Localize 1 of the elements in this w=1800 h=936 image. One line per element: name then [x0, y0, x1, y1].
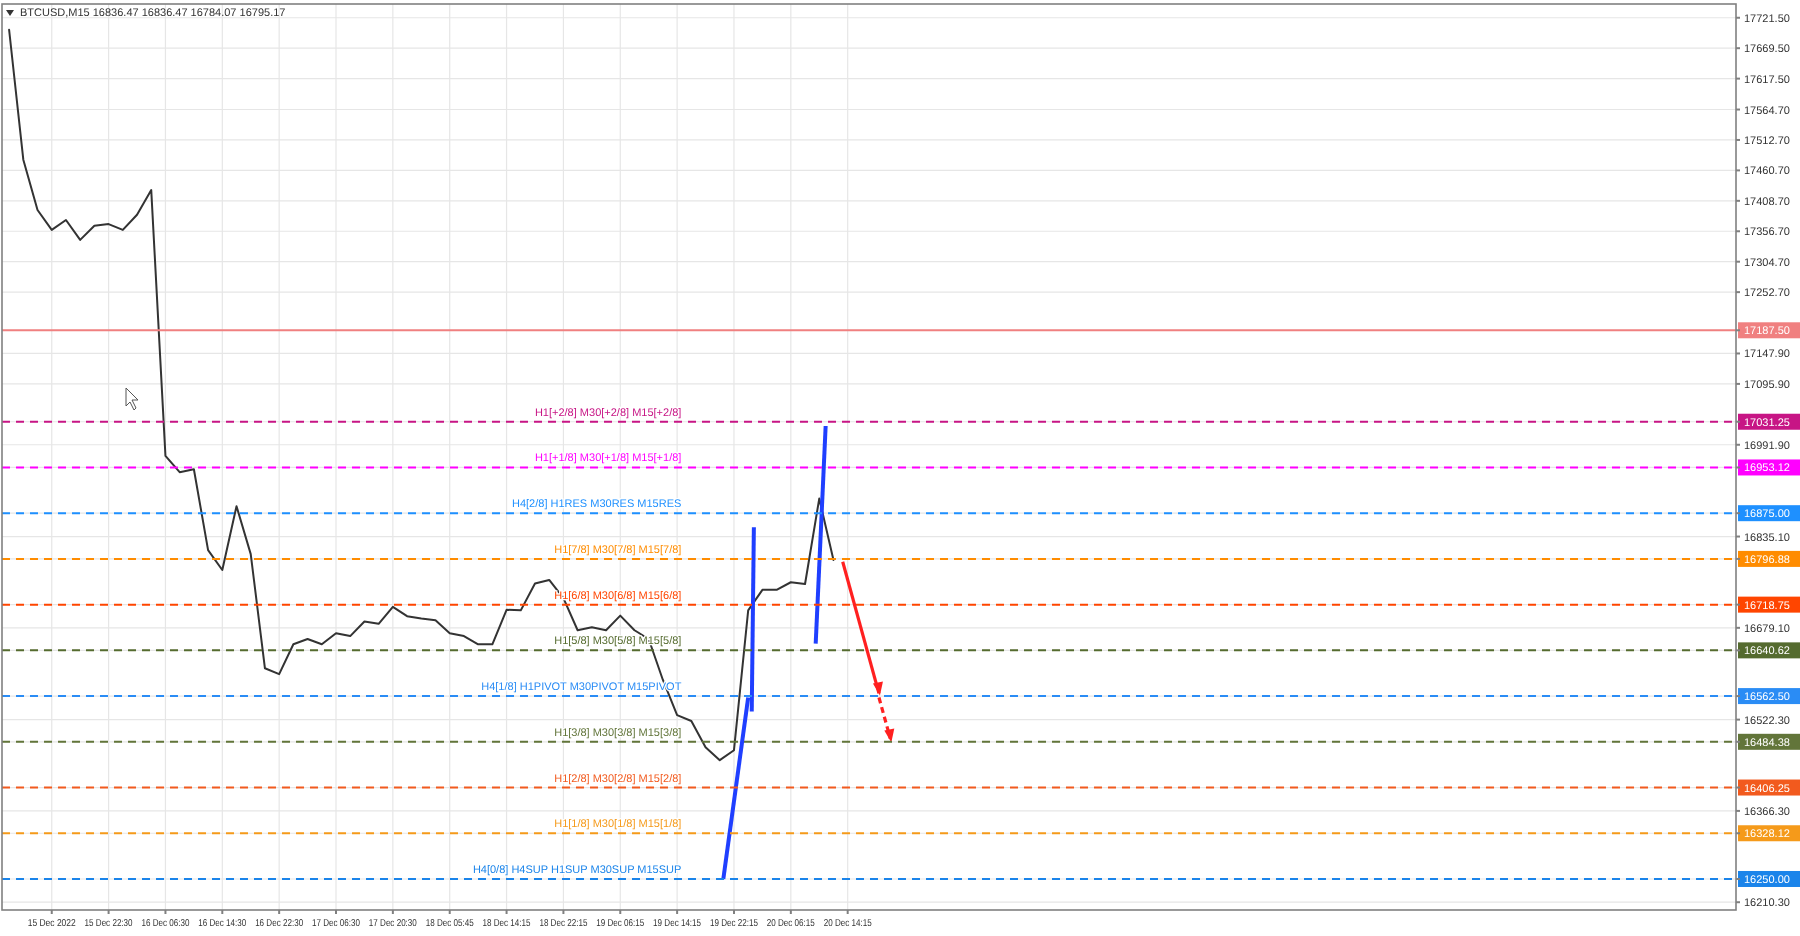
- line-series: [8, 28, 835, 762]
